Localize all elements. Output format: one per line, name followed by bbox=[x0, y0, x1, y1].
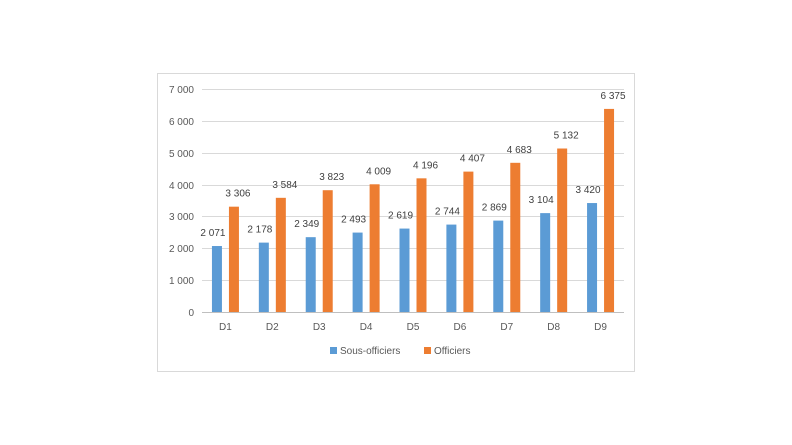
x-tick-label: D1 bbox=[219, 322, 232, 333]
bar-sous-officiers bbox=[540, 213, 551, 312]
y-tick-label: 5 000 bbox=[169, 149, 194, 160]
data-label: 2 869 bbox=[482, 203, 507, 214]
bar-officiers bbox=[275, 197, 286, 312]
x-axis-tick-labels: D1 D2 D3 D4 D5 D6 D7 D8 D9 bbox=[219, 322, 607, 333]
data-label: 5 132 bbox=[554, 131, 579, 142]
data-label: 4 009 bbox=[366, 166, 391, 177]
bar-officiers bbox=[416, 178, 427, 312]
data-label: 4 196 bbox=[413, 160, 438, 171]
data-label: 3 104 bbox=[529, 195, 554, 206]
bar-officiers bbox=[369, 184, 380, 312]
bar-sous-officiers bbox=[587, 203, 598, 312]
x-tick-label: D2 bbox=[266, 322, 279, 333]
y-tick-label: 2 000 bbox=[169, 244, 194, 255]
bar-sous-officiers bbox=[446, 224, 457, 312]
gridlines bbox=[202, 89, 624, 313]
legend-label: Officiers bbox=[434, 346, 471, 357]
y-tick-label: 4 000 bbox=[169, 181, 194, 192]
chart-area: 0 1 000 2 000 3 000 4 000 5 000 6 000 7 000 2 0… bbox=[157, 73, 635, 372]
bar-officiers bbox=[604, 108, 615, 313]
data-label: 3 306 bbox=[225, 189, 250, 200]
data-label: 2 349 bbox=[294, 219, 319, 230]
y-tick-label: 3 000 bbox=[169, 212, 194, 223]
y-tick-label: 0 bbox=[188, 308, 194, 319]
data-label: 2 619 bbox=[388, 211, 413, 222]
x-tick-label: D4 bbox=[360, 322, 373, 333]
data-label: 2 178 bbox=[247, 225, 272, 236]
data-label: 3 420 bbox=[576, 185, 601, 196]
x-tick-label: D6 bbox=[453, 322, 466, 333]
bar-sous-officiers bbox=[305, 237, 316, 312]
legend-label: Sous-officiers bbox=[340, 346, 400, 357]
data-label: 3 823 bbox=[319, 172, 344, 183]
bars bbox=[211, 108, 615, 313]
data-label: 4 407 bbox=[460, 154, 485, 165]
bar-chart: 0 1 000 2 000 3 000 4 000 5 000 6 000 7 000 2 0… bbox=[169, 85, 626, 357]
x-tick-label: D3 bbox=[313, 322, 326, 333]
x-tick-label: D9 bbox=[594, 322, 607, 333]
bar-sous-officiers bbox=[493, 220, 504, 312]
bar-officiers bbox=[322, 190, 333, 312]
legend-swatch bbox=[424, 347, 431, 354]
data-label: 3 584 bbox=[272, 180, 297, 191]
bar-sous-officiers bbox=[258, 242, 269, 312]
y-tick-label: 1 000 bbox=[169, 276, 194, 287]
data-label: 2 493 bbox=[341, 215, 366, 226]
bar-officiers bbox=[228, 206, 239, 312]
legend-swatch bbox=[330, 347, 337, 354]
x-tick-label: D5 bbox=[407, 322, 420, 333]
bar-sous-officiers bbox=[352, 232, 363, 312]
data-label: 2 071 bbox=[200, 228, 225, 239]
bar-sous-officiers bbox=[399, 228, 410, 312]
data-labels: 2 071 3 306 2 178 3 584 2 349 3 823 2 493 4 009… bbox=[200, 91, 626, 239]
legend: Sous-officiers Officiers bbox=[330, 346, 471, 357]
y-axis-tick-labels: 0 1 000 2 000 3 000 4 000 5 000 6 000 7 000 bbox=[169, 85, 194, 319]
y-tick-label: 6 000 bbox=[169, 117, 194, 128]
bar-officiers bbox=[557, 148, 568, 312]
x-tick-label: D8 bbox=[547, 322, 560, 333]
bar-sous-officiers bbox=[211, 246, 222, 312]
bar-officiers bbox=[463, 171, 474, 312]
data-label: 4 683 bbox=[507, 145, 532, 156]
data-label: 2 744 bbox=[435, 207, 460, 218]
data-label: 6 375 bbox=[601, 91, 626, 102]
x-tick-label: D7 bbox=[500, 322, 513, 333]
bar-officiers bbox=[510, 162, 521, 312]
y-tick-label: 7 000 bbox=[169, 85, 194, 96]
